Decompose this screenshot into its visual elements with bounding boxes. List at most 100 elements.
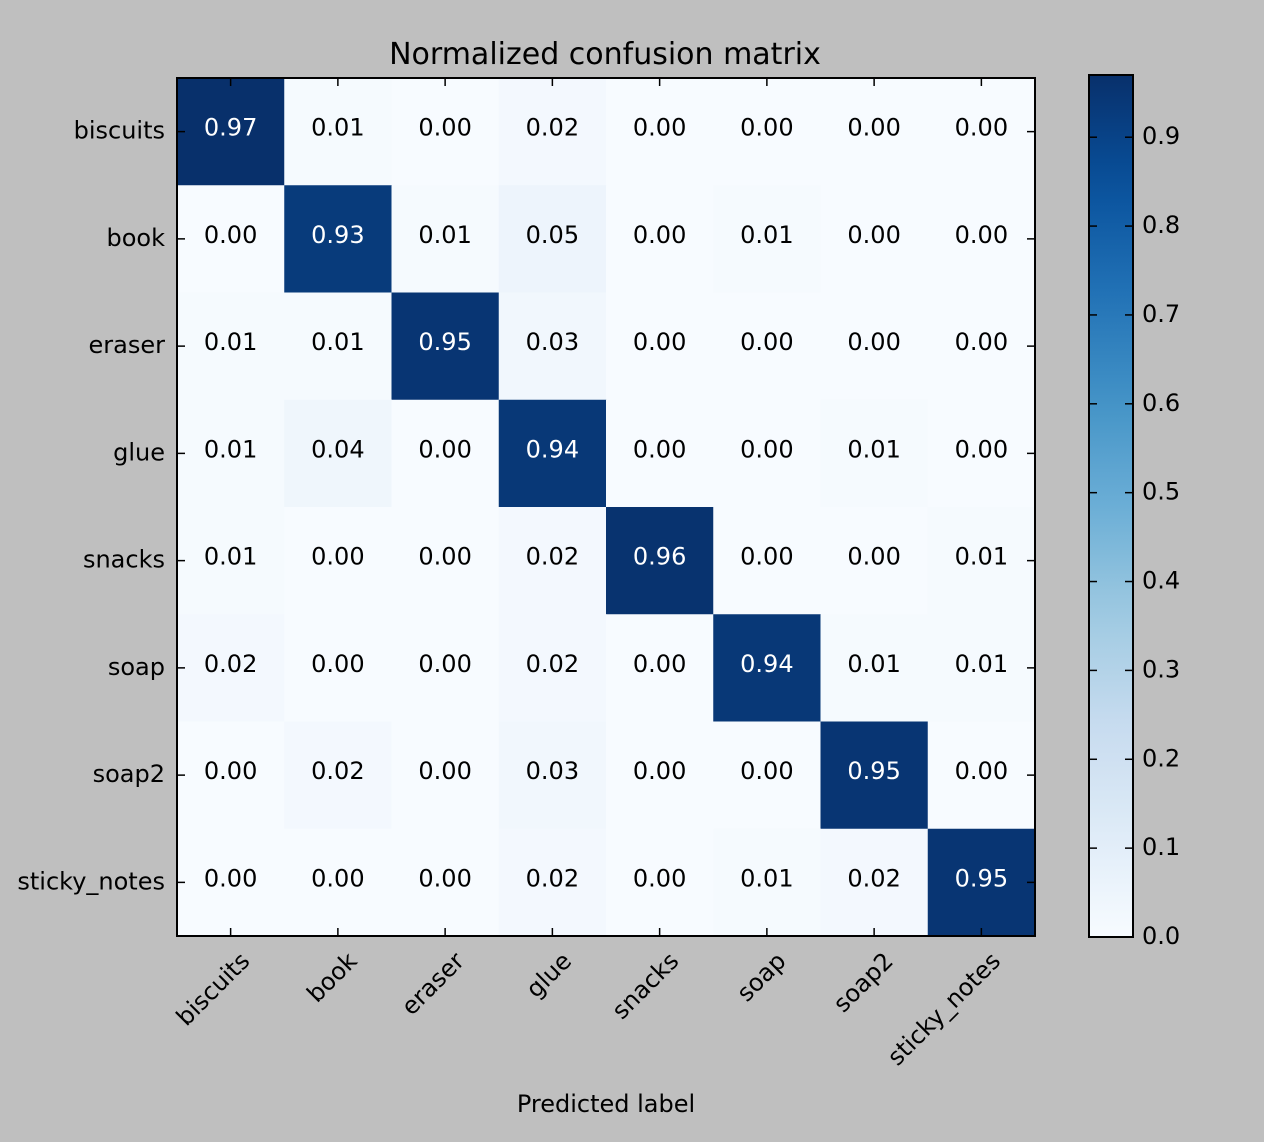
- plot-frame: [176, 77, 1036, 937]
- matrix-cell: [606, 721, 714, 830]
- x-tick-label: book: [301, 947, 362, 1008]
- matrix-cell: [927, 614, 1036, 722]
- x-tick-label: soap2: [828, 947, 899, 1018]
- matrix-cell: [284, 828, 392, 937]
- matrix-value-label: 0.00: [633, 864, 686, 892]
- colorbar-tick-label: 0.9: [1142, 122, 1180, 150]
- matrix-value-label: 0.00: [955, 757, 1008, 785]
- matrix-value-label: 0.00: [204, 221, 257, 249]
- matrix-value-label: 0.00: [418, 757, 471, 785]
- matrix-cell: [391, 828, 500, 937]
- matrix-cell: [284, 399, 392, 508]
- x-tick-label: soap: [731, 947, 791, 1007]
- matrix-cell: [498, 614, 607, 722]
- colorbar-tick-label: 0.3: [1142, 655, 1180, 683]
- matrix-value-label: 0.00: [418, 435, 471, 463]
- matrix-cell: [498, 399, 607, 508]
- matrix-cell: [177, 507, 285, 615]
- matrix-value-label: 0.00: [418, 650, 471, 678]
- matrix-value-label: 0.01: [847, 650, 900, 678]
- matrix-value-label: 0.01: [740, 221, 793, 249]
- matrix-cell: [927, 78, 1036, 186]
- matrix-cell: [713, 507, 821, 615]
- matrix-cell: [820, 721, 929, 830]
- matrix-value-label: 0.00: [955, 114, 1008, 142]
- matrix-value-label: 0.00: [311, 864, 364, 892]
- matrix-value-label: 0.00: [204, 864, 257, 892]
- matrix-value-label: 0.00: [847, 114, 900, 142]
- matrix-cell: [498, 78, 607, 186]
- matrix-cell: [498, 185, 607, 293]
- matrix-cell: [391, 507, 500, 615]
- matrix-value-label: 0.00: [955, 435, 1008, 463]
- colorbar-ticks: 0.0 0.1 0.2 0.3 0.4 0.5 0.6 0.7 0.8 0.9: [1089, 122, 1180, 950]
- matrix-cell: [927, 507, 1036, 615]
- matrix-cell: [284, 78, 392, 186]
- colorbar-tick-label: 0.1: [1142, 833, 1180, 861]
- matrix-value-label: 0.00: [740, 757, 793, 785]
- matrix-cell: [391, 292, 500, 401]
- colorbar-tick-label: 0.6: [1142, 389, 1180, 417]
- matrix-value-label: 0.01: [847, 435, 900, 463]
- y-tick-label: snacks: [83, 546, 165, 574]
- matrix-cell: [713, 721, 821, 830]
- matrix-cell: [713, 292, 821, 401]
- matrix-value-label: 0.95: [418, 328, 471, 356]
- matrix-value-label: 0.01: [204, 328, 257, 356]
- y-axis-ticks: biscuits book eraser glue snacks soap soap2 sti…: [17, 117, 1035, 895]
- matrix-value-label: 0.03: [526, 757, 579, 785]
- matrix-value-label: 0.00: [955, 221, 1008, 249]
- matrix-cell: [177, 399, 285, 508]
- matrix-value-label: 0.02: [847, 864, 900, 892]
- matrix-value-label: 0.00: [847, 543, 900, 571]
- matrix-value-label: 0.00: [847, 328, 900, 356]
- colorbar-tick-label: 0.5: [1142, 478, 1180, 506]
- matrix-cell: [820, 828, 929, 937]
- matrix-value-label: 0.02: [526, 543, 579, 571]
- matrix-cell: [927, 185, 1036, 293]
- matrix-cell: [498, 721, 607, 830]
- matrix-value-label: 0.00: [847, 221, 900, 249]
- matrix-cell: [498, 292, 607, 401]
- matrix-value-label: 0.95: [847, 757, 900, 785]
- colorbar-tick-label: 0.0: [1142, 922, 1180, 950]
- matrix-cell: [391, 721, 500, 830]
- matrix-value-label: 0.00: [204, 757, 257, 785]
- matrix-value-label: 0.01: [204, 543, 257, 571]
- matrix-cell: [284, 507, 392, 615]
- matrix-cell: [713, 399, 821, 508]
- matrix-value-label: 0.00: [633, 328, 686, 356]
- matrix-value-label: 0.00: [311, 543, 364, 571]
- matrix-value-label: 0.00: [740, 114, 793, 142]
- matrix-cell: [391, 185, 500, 293]
- matrix-cell: [713, 828, 821, 937]
- matrix-cell: [927, 399, 1036, 508]
- matrix-value-label: 0.05: [526, 221, 579, 249]
- colorbar-tick-label: 0.4: [1142, 567, 1180, 595]
- matrix-value-label: 0.00: [418, 114, 471, 142]
- matrix-value-label: 0.01: [955, 650, 1008, 678]
- chart-title: Normalized confusion matrix: [389, 37, 821, 72]
- colorbar: [1088, 74, 1134, 938]
- matrix-value-label: 0.00: [633, 221, 686, 249]
- matrix-cell: [713, 78, 821, 186]
- matrix-cell: [606, 614, 714, 722]
- matrix-cell: [606, 399, 714, 508]
- matrix-cell: [391, 78, 500, 186]
- matrix-cell: [606, 507, 714, 615]
- matrix-cell: [284, 721, 392, 830]
- matrix-value-label: 0.01: [311, 328, 364, 356]
- matrix-value-label: 0.00: [955, 328, 1008, 356]
- matrix-cell: [820, 78, 929, 186]
- matrix-value-label: 0.01: [204, 435, 257, 463]
- y-tick-label: biscuits: [74, 117, 165, 145]
- matrix-value-label: 0.00: [311, 650, 364, 678]
- matrix-cell: [820, 614, 929, 722]
- matrix-cell: [498, 828, 607, 937]
- matrix-value-label: 0.00: [740, 328, 793, 356]
- matrix-value-label: 0.00: [418, 543, 471, 571]
- matrix-cell: [927, 721, 1036, 830]
- y-tick-label: book: [107, 224, 166, 252]
- x-axis-label: Predicted label: [517, 1090, 695, 1118]
